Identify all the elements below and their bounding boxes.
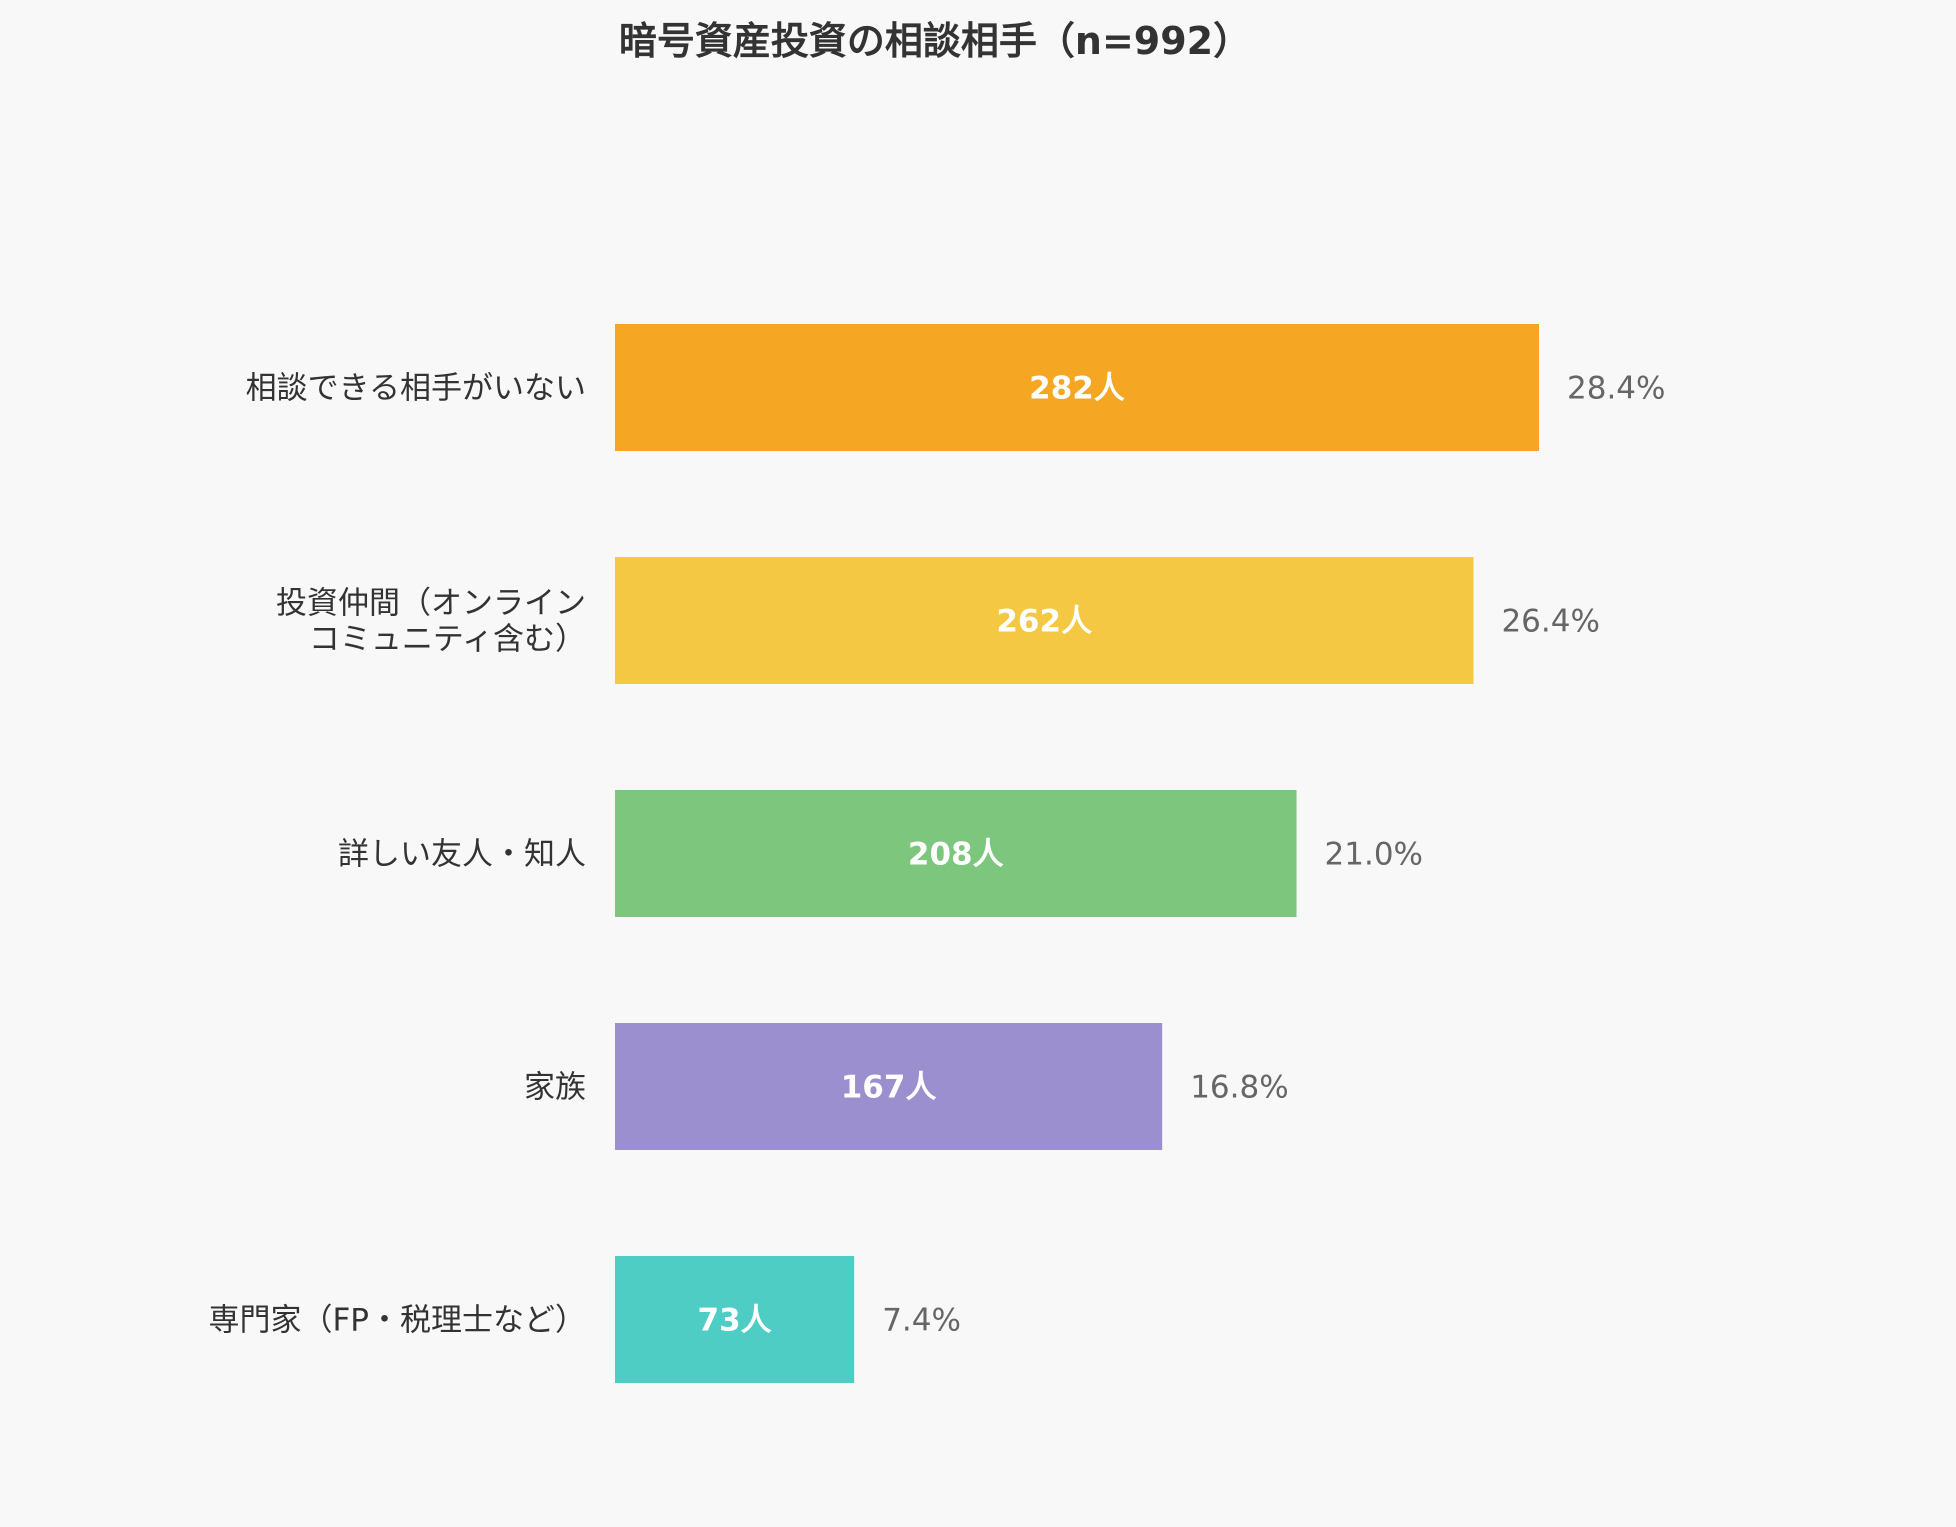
category-label: 専門家（FP・税理士など） [208, 1303, 586, 1339]
bar [615, 324, 1539, 451]
bar-value-label: 167人 [841, 1070, 937, 1106]
percent-label: 7.4% [882, 1303, 961, 1339]
bar [615, 1023, 1163, 1150]
category-label: 投資仲間（オンライン [276, 586, 586, 622]
chart-title: 暗号資産投資の相談相手（n=992） [618, 19, 1252, 63]
bar [615, 1256, 855, 1383]
category-label: 詳しい友人・知人 [338, 837, 586, 873]
percent-label: 28.4% [1567, 371, 1665, 407]
bar-value-label: 262人 [996, 604, 1092, 640]
percent-label: 16.8% [1190, 1070, 1288, 1106]
category-label: 家族 [524, 1070, 586, 1106]
bar [615, 790, 1297, 917]
bar-value-label: 73人 [698, 1303, 772, 1339]
category-label: コミュニティ含む） [309, 622, 586, 658]
category-label: 相談できる相手がいない [246, 371, 586, 407]
percent-label: 26.4% [1501, 604, 1599, 640]
percent-label: 21.0% [1325, 837, 1423, 873]
bar-value-label: 282人 [1029, 371, 1125, 407]
bar-value-label: 208人 [908, 837, 1004, 873]
bar [615, 557, 1474, 684]
